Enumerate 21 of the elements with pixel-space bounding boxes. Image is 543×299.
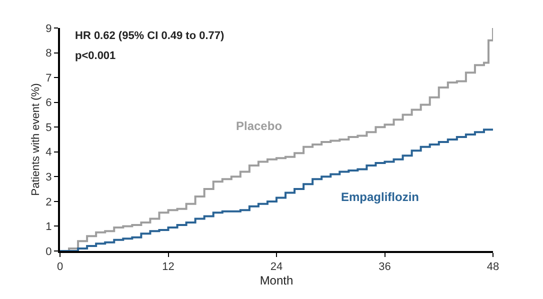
x-tick-label: 24 (270, 261, 283, 274)
y-tick-label: 1 (46, 221, 52, 234)
x-axis-title: Month (260, 274, 294, 288)
x-tick-label: 12 (162, 261, 174, 274)
y-tick-label: 9 (46, 22, 52, 35)
y-tick-label: 0 (46, 246, 52, 258)
series-label: Empagliflozin (341, 190, 419, 204)
x-tick-label: 36 (378, 261, 391, 274)
annotation: HR 0.62 (95% CI 0.49 to 0.77) (75, 30, 225, 42)
x-tick-label: 0 (56, 261, 64, 274)
series-label: Placebo (236, 119, 282, 133)
y-tick-label: 5 (46, 122, 52, 134)
annotation: p<0.001 (75, 50, 116, 62)
y-axis-title: Patients with event (%) (30, 83, 42, 196)
x-tick-label: 48 (486, 261, 500, 274)
y-tick-label: 8 (46, 48, 52, 60)
y-tick-label: 4 (46, 146, 52, 159)
y-tick-label: 3 (46, 172, 52, 184)
y-tick-label: 6 (46, 97, 52, 110)
y-tick-label: 2 (46, 196, 52, 208)
y-tick-label: 7 (46, 72, 52, 84)
